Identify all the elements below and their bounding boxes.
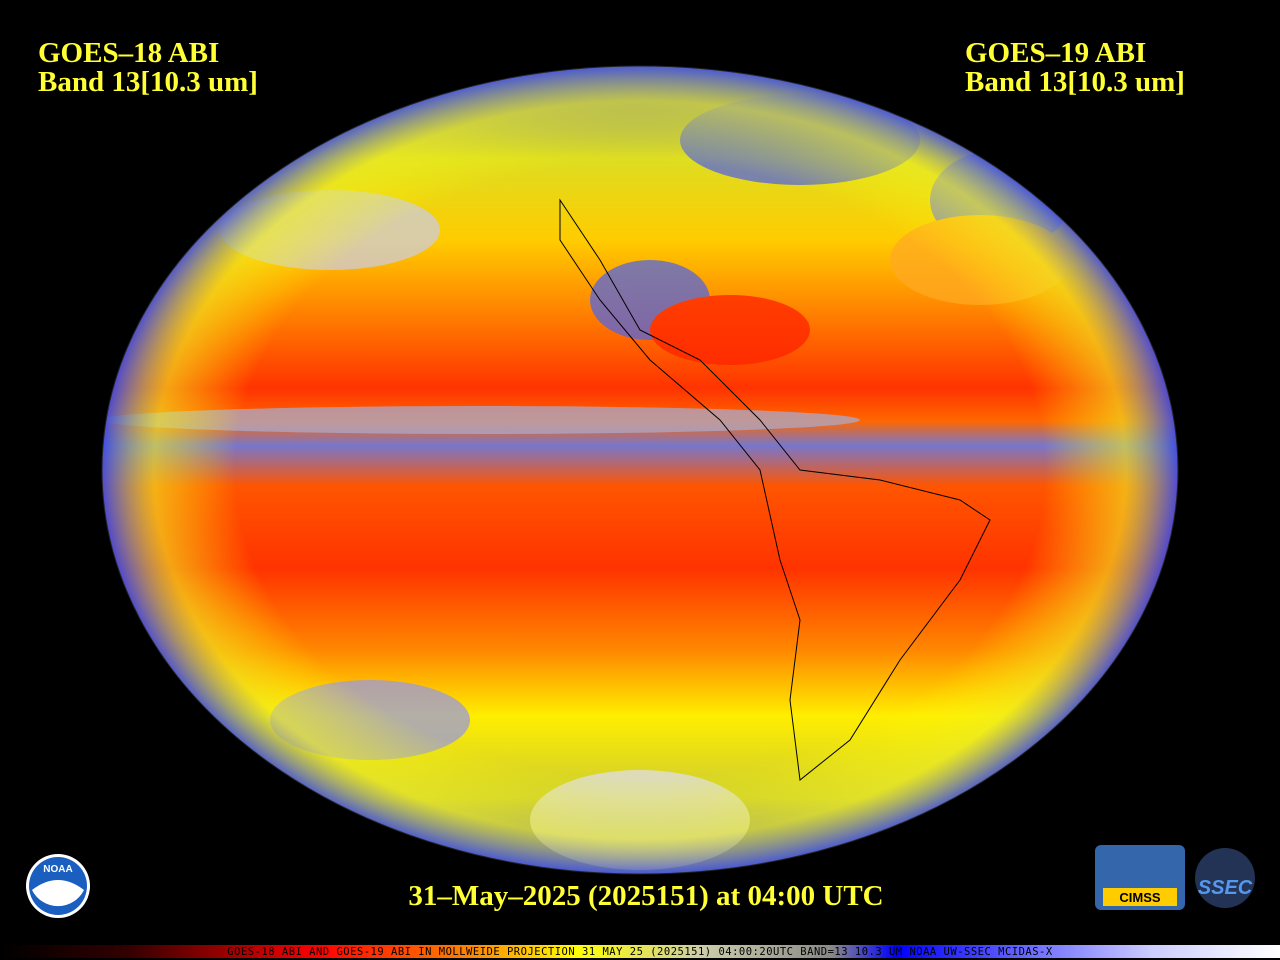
cimss-logo: CIMSS [1095, 845, 1185, 910]
globe-outline [101, 65, 1179, 875]
cimss-text: CIMSS [1119, 890, 1161, 905]
ssec-text: SSEC [1198, 877, 1253, 899]
color-scale [0, 945, 1280, 958]
globe-image [102, 66, 1178, 874]
right-band: Band 13[10.3 um] [965, 66, 1185, 98]
right-satellite: GOES–19 ABI [965, 37, 1146, 69]
noaa-text: NOAA [43, 864, 72, 875]
noaa-logo: NOAA [26, 854, 90, 918]
footer: GOES-18 ABI AND GOES-19 ABI IN MOLLWEIDE… [227, 946, 1053, 958]
left-band: Band 13[10.3 um] [38, 66, 258, 98]
left-satellite: GOES–18 ABI [38, 37, 219, 69]
timestamp: 31–May–2025 (2025151) at 04:00 UTC [408, 880, 883, 912]
ssec-logo: SSEC [1195, 848, 1255, 908]
